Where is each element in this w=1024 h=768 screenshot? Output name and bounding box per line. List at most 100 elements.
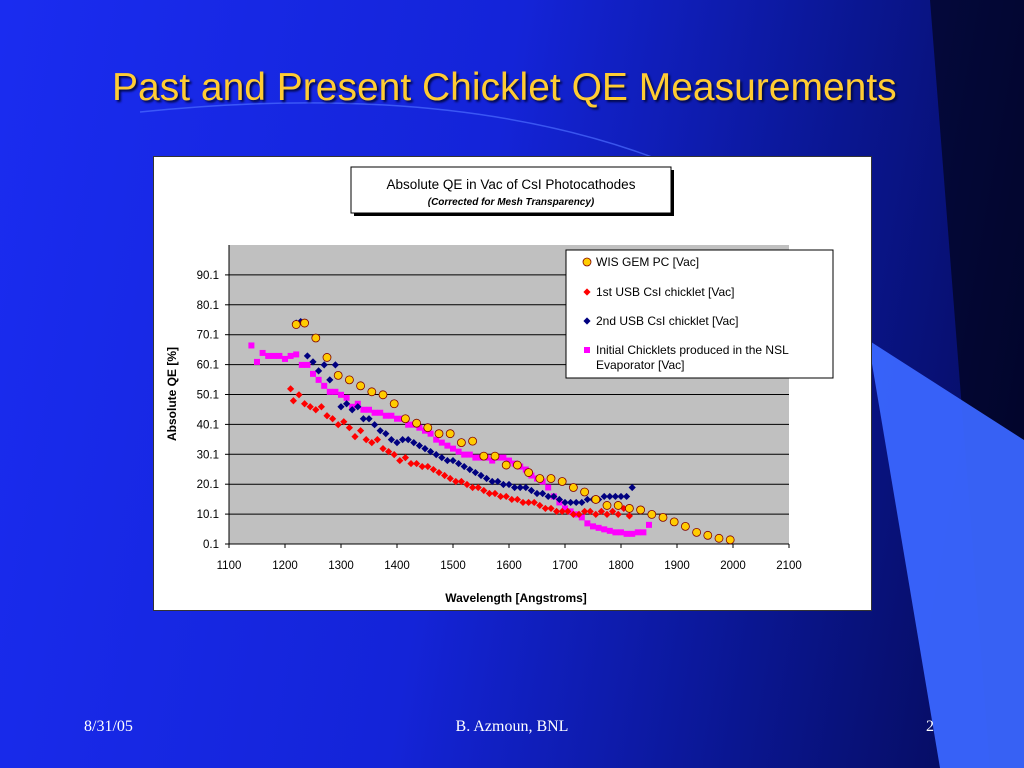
legend-marker-usb1 bbox=[583, 288, 591, 296]
usb1-point bbox=[547, 504, 555, 513]
initial-point bbox=[595, 524, 602, 531]
decor-arc bbox=[139, 102, 661, 161]
wis-point bbox=[546, 474, 556, 483]
wis-point bbox=[322, 353, 332, 362]
decor-light-panel bbox=[868, 340, 1024, 768]
y-tick-label: 90.1 bbox=[197, 270, 219, 282]
initial-point bbox=[298, 361, 305, 368]
y-tick-label: 10.1 bbox=[197, 509, 219, 521]
initial-point bbox=[382, 412, 389, 419]
initial-point bbox=[293, 351, 300, 358]
legend-marker-usb2 bbox=[583, 317, 591, 325]
legend-label-initial-line2: Evaporator [Vac] bbox=[596, 358, 685, 372]
wis-point bbox=[367, 387, 377, 397]
usb1-point bbox=[463, 480, 471, 489]
usb2-point bbox=[466, 465, 474, 474]
x-tick-label: 1600 bbox=[496, 560, 522, 572]
usb1-point bbox=[513, 495, 521, 504]
initial-point bbox=[287, 352, 294, 359]
initial-point bbox=[634, 529, 641, 536]
usb1-point bbox=[485, 489, 493, 498]
usb2-point bbox=[505, 480, 513, 489]
usb1-point bbox=[340, 418, 348, 426]
initial-point bbox=[500, 454, 507, 461]
usb2-point bbox=[455, 459, 463, 468]
usb2-point bbox=[410, 439, 418, 447]
wis-point bbox=[378, 390, 388, 400]
initial-point bbox=[606, 527, 613, 534]
usb1-point bbox=[564, 507, 572, 516]
wis-point bbox=[423, 423, 433, 433]
wis-point bbox=[535, 474, 545, 483]
usb1-point bbox=[474, 483, 482, 492]
chart-title-box bbox=[350, 166, 672, 214]
initial-point bbox=[562, 505, 568, 512]
slide-title: Past and Present Chicklet QE Measurement… bbox=[112, 66, 897, 109]
usb1-point bbox=[351, 433, 359, 441]
usb1-point bbox=[379, 445, 387, 453]
wis-point bbox=[703, 530, 713, 540]
initial-point bbox=[444, 442, 451, 449]
usb1-point bbox=[558, 507, 566, 516]
wis-point bbox=[400, 414, 410, 424]
qe-chart: Absolute QE in Vac of CsI Photocathodes … bbox=[165, 166, 834, 605]
wis-point bbox=[681, 521, 690, 531]
usb2-point bbox=[320, 361, 328, 369]
legend-label-initial: Initial Chicklets produced in the NSL Ev… bbox=[596, 343, 792, 372]
usb1-point bbox=[603, 510, 611, 518]
chart-title: Absolute QE in Vac of CsI Photocathodes bbox=[387, 177, 636, 192]
x-axis-label: Wavelength [Angstroms] bbox=[445, 591, 587, 605]
usb1-point bbox=[413, 459, 421, 468]
usb2-point bbox=[555, 495, 563, 504]
usb1-point bbox=[502, 492, 510, 501]
initial-point bbox=[461, 451, 468, 458]
initial-point bbox=[343, 394, 350, 401]
usb1-point bbox=[536, 501, 544, 510]
initial-point bbox=[584, 520, 591, 527]
y-axis-label: Absolute QE [%] bbox=[165, 347, 179, 441]
initial-point bbox=[629, 530, 636, 537]
initial-point bbox=[506, 457, 512, 464]
x-tick-label: 1400 bbox=[384, 560, 410, 572]
usb2-point bbox=[421, 445, 429, 453]
footer-date: 8/31/05 bbox=[84, 718, 133, 735]
y-tick-label: 50.1 bbox=[197, 390, 219, 402]
initial-point bbox=[371, 409, 378, 416]
usb1-point bbox=[519, 498, 527, 507]
x-tick-label: 2100 bbox=[776, 560, 802, 572]
x-tick-label: 1300 bbox=[328, 560, 354, 572]
usb2-point bbox=[611, 492, 619, 501]
wis-point bbox=[725, 535, 735, 545]
legend-label-usb1: 1st USB CsI chicklet [Vac] bbox=[596, 285, 735, 299]
usb1-point bbox=[592, 510, 600, 518]
usb1-point bbox=[295, 391, 303, 399]
usb1-point bbox=[614, 510, 622, 518]
initial-point bbox=[455, 448, 462, 455]
wis-point bbox=[291, 320, 301, 329]
wis-point bbox=[434, 429, 444, 439]
x-tick-label: 1100 bbox=[217, 560, 242, 572]
legend-markers bbox=[582, 257, 592, 353]
usb1-point bbox=[525, 498, 533, 507]
usb1-point bbox=[541, 504, 549, 513]
x-tick-label: 2000 bbox=[720, 560, 746, 572]
x-tick-labels: 1100 1200 1300 1400 1500 1600 1700 1800 1900 2000… bbox=[217, 544, 802, 572]
usb1-point bbox=[424, 462, 432, 471]
wis-point bbox=[456, 438, 466, 448]
usb2-point bbox=[427, 448, 435, 456]
usb1-point bbox=[452, 477, 460, 486]
usb1-point bbox=[575, 510, 583, 518]
usb2-point bbox=[365, 415, 373, 423]
usb2-point bbox=[561, 498, 569, 507]
data-points bbox=[248, 317, 735, 545]
initial-point bbox=[276, 352, 283, 359]
initial-point bbox=[259, 349, 266, 356]
wis-point bbox=[714, 533, 724, 543]
usb2-point bbox=[583, 495, 591, 504]
usb1-point bbox=[334, 421, 342, 429]
initial-point bbox=[265, 352, 272, 359]
usb2-point bbox=[309, 358, 317, 366]
wis-point bbox=[524, 468, 534, 477]
usb2-point bbox=[432, 450, 440, 459]
usb2-point bbox=[376, 427, 384, 435]
